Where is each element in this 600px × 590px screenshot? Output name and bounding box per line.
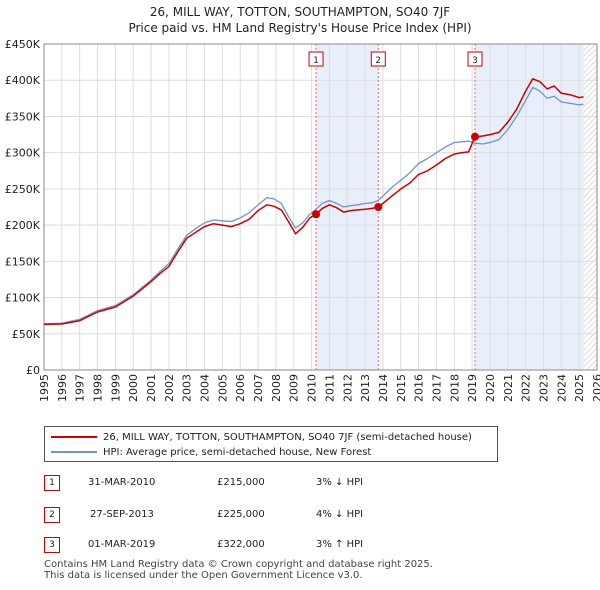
x-tick-label: 2024 — [555, 374, 568, 402]
series-line-hpi — [43, 86, 584, 325]
x-tick-label: 2005 — [216, 374, 229, 402]
price-chart: £0 £50K £100K £150K £200K £250K £300K £350K £400… — [5, 38, 600, 402]
x-tick-label: 2016 — [413, 374, 426, 402]
transaction-row: 3 01-MAR-2019 £322,000 3% ↑ HPI — [0, 537, 600, 555]
future-hatch — [583, 44, 597, 370]
transaction-hpi-diff: 3% ↓ HPI — [316, 477, 364, 488]
y-tick-label: £200K — [5, 219, 41, 232]
legend-swatch-hpi — [51, 451, 97, 453]
sale-point — [374, 203, 383, 211]
y-tick-label: £0 — [26, 364, 40, 377]
highlight-band — [474, 44, 584, 370]
x-tick-label: 2018 — [448, 374, 461, 402]
footer-license: This data is licensed under the Open Gov… — [44, 570, 363, 581]
sale-label-box — [370, 51, 386, 67]
chart-subtitle: Price paid vs. HM Land Registry's House … — [128, 21, 472, 35]
x-tick-label: 2014 — [377, 374, 390, 402]
transaction-date: 31-MAR-2010 — [88, 477, 156, 488]
transaction-date: 27-SEP-2013 — [90, 509, 154, 520]
x-tick-label: 2006 — [234, 374, 247, 402]
x-tick-label: 2022 — [520, 374, 533, 402]
legend-swatch-property — [51, 436, 97, 438]
x-tick-label: 2020 — [484, 374, 497, 402]
transaction-row: 1 31-MAR-2010 £215,000 3% ↓ HPI — [0, 475, 600, 493]
x-tick-label: 1999 — [109, 374, 122, 402]
legend-item-hpi: HPI: Average price, semi-detached house,… — [51, 445, 371, 459]
x-tick-label: 2011 — [323, 374, 336, 402]
transaction-price: £215,000 — [217, 477, 265, 488]
transaction-number-badge: 3 — [44, 537, 60, 553]
y-tick-label: £300K — [5, 147, 41, 160]
sale-label-box — [308, 51, 324, 67]
x-tick-label: 2000 — [127, 374, 140, 402]
y-tick-label: £400K — [5, 74, 41, 87]
x-tick-label: 1997 — [74, 374, 87, 402]
x-tick-label: 2007 — [252, 374, 265, 402]
x-tick-label: 2019 — [466, 374, 479, 402]
chart-title: 26, MILL WAY, TOTTON, SOUTHAMPTON, SO40 … — [149, 5, 451, 19]
x-tick-label: 2010 — [306, 374, 319, 402]
x-tick-label: 2021 — [502, 374, 515, 402]
x-tick-label: 2002 — [163, 374, 176, 402]
transaction-price: £225,000 — [217, 509, 265, 520]
legend-item-property: 26, MILL WAY, TOTTON, SOUTHAMPTON, SO40 … — [51, 430, 472, 444]
sale-label-box — [467, 51, 483, 67]
x-tick-label: 2008 — [270, 374, 283, 402]
transaction-hpi-diff: 4% ↓ HPI — [316, 509, 364, 520]
legend-label-hpi: HPI: Average price, semi-detached house,… — [103, 446, 372, 458]
transaction-price: £322,000 — [217, 539, 265, 550]
transaction-hpi-diff: 3% ↑ HPI — [316, 539, 364, 550]
x-tick-label: 2026 — [591, 374, 600, 402]
legend: 26, MILL WAY, TOTTON, SOUTHAMPTON, SO40 … — [44, 426, 498, 462]
y-tick-label: £100K — [5, 292, 41, 305]
x-tick-label: 2015 — [395, 374, 408, 402]
x-tick-label: 1998 — [92, 374, 105, 402]
x-tick-label: 2013 — [359, 374, 372, 402]
series-line-property — [43, 78, 584, 326]
sale-point — [470, 132, 479, 141]
y-tick-label: £50K — [12, 328, 41, 341]
x-tick-label: 2003 — [181, 374, 194, 402]
x-tick-label: 2023 — [537, 374, 550, 402]
x-tick-label: 2004 — [199, 374, 212, 402]
sale-label-number: 3 — [472, 56, 478, 66]
x-tick-label: 2017 — [430, 374, 443, 402]
sale-point — [312, 210, 321, 219]
transaction-number-badge: 1 — [44, 475, 60, 491]
transaction-number-badge: 2 — [44, 507, 60, 523]
footer-attribution: Contains HM Land Registry data © Crown c… — [44, 559, 433, 581]
sale-label-number: 1 — [313, 56, 319, 66]
x-tick-label: 2009 — [288, 374, 301, 402]
y-tick-label: £250K — [5, 183, 41, 196]
y-tick-label: £350K — [5, 110, 41, 123]
plot-frame — [43, 43, 598, 371]
x-tick-label: 2001 — [145, 374, 158, 402]
legend-label-property: 26, MILL WAY, TOTTON, SOUTHAMPTON, SO40 … — [103, 431, 472, 443]
x-tick-label: 2025 — [573, 374, 586, 402]
x-tick-label: 1996 — [56, 374, 69, 402]
footer-copyright: Contains HM Land Registry data © Crown c… — [44, 559, 433, 570]
y-tick-label: £150K — [5, 255, 41, 268]
sale-label-number: 2 — [375, 56, 381, 66]
x-tick-label: 2012 — [341, 374, 354, 402]
transaction-row: 2 27-SEP-2013 £225,000 4% ↓ HPI — [0, 507, 600, 525]
y-tick-label: £450K — [5, 38, 41, 51]
transaction-date: 01-MAR-2019 — [88, 539, 156, 550]
x-tick-label: 1995 — [38, 374, 51, 402]
